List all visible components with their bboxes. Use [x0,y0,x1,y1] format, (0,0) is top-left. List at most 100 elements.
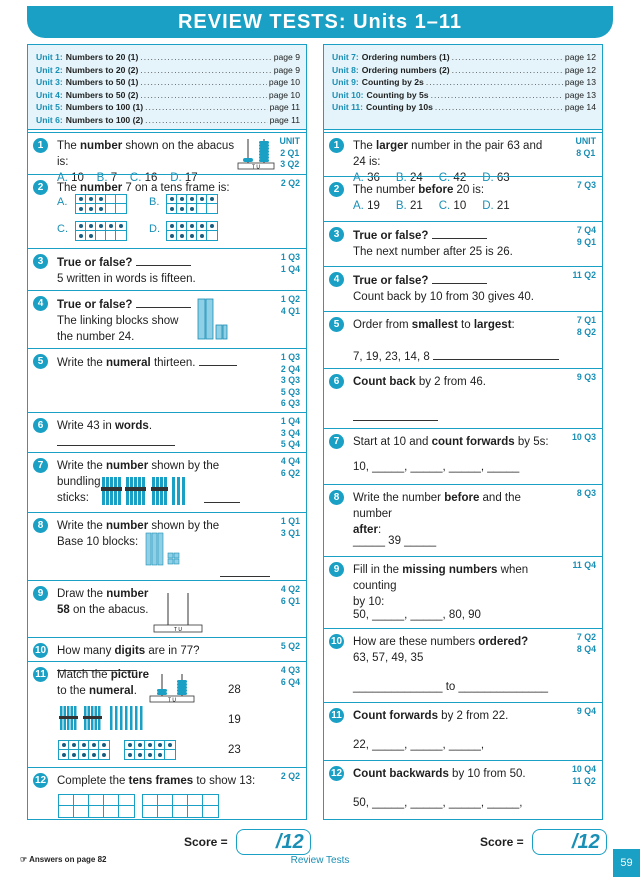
page-title: REVIEW TESTS: Units 1–11 [177,10,463,33]
toc-leader [140,64,271,77]
numeral-option[interactable]: 19 [228,714,241,726]
tens-frame-b[interactable] [166,194,218,214]
toc-name: Counting by 10s [366,102,433,112]
answer-blanks[interactable]: 50, _____, _____, 80, 90 [353,609,481,621]
toc-item[interactable]: Unit 11:Counting by 10s page 14 [332,101,596,114]
question-number: 7 [33,458,48,473]
question-7-right: 7 Start at 10 and count forwards by 5s: … [324,428,602,484]
option-value[interactable]: 10 [71,172,84,184]
answer-blanks[interactable]: 22, _____, _____, _____, [353,739,485,751]
unit-reference: 4 Q4 6 Q2 [280,456,300,478]
bundling-sticks-icon [59,706,143,730]
option-label[interactable]: A. [353,172,364,184]
unit-reference: 11 Q2 [572,270,596,280]
unit-reference: 8 Q3 [576,488,596,498]
toc-item[interactable]: Unit 6:Numbers to 100 (2) page 11 [36,114,300,127]
toc-page: page 11 [269,114,300,125]
question-number: 12 [329,766,344,781]
numeral-option[interactable]: 23 [228,744,241,756]
option-label[interactable]: D. [149,223,160,235]
toc-name: Ordering numbers (1) [361,52,450,62]
toc-leader [140,76,267,89]
unit-reference: 1 Q3 1 Q4 [280,252,300,274]
toc-item[interactable]: Unit 10:Counting by 5s page 13 [332,89,596,102]
toc-unit: Unit 7: [332,52,359,62]
question-8-left: 8 Write the number shown by the Base 10 b… [28,512,306,580]
toc-item[interactable]: Unit 7:Ordering numbers (1) page 12 [332,51,596,64]
toc-page: page 11 [269,102,300,112]
answer-line[interactable] [204,491,240,503]
unit-reference: 1 Q4 3 Q4 5 Q4 [280,416,300,449]
toc-page: page 10 [268,77,300,87]
question-number: 6 [33,418,48,433]
answer-blanks[interactable]: ______________ to ______________ [353,681,549,693]
answer-line[interactable] [353,409,438,421]
toc-item[interactable]: Unit 3:Numbers to 50 (1) page 10 [36,76,300,89]
option-label[interactable]: D. [170,172,182,184]
question-7-left: 7 Write the number shown by the bundling… [28,452,306,512]
toc-page: page 9 [273,64,300,75]
option-label[interactable]: B. [395,172,407,184]
title-bar: REVIEW TESTS: Units 1–11 [27,6,613,38]
question-number: 3 [33,254,48,269]
tens-frame-a[interactable] [75,194,127,214]
toc-item[interactable]: Unit 2:Numbers to 20 (2) page 9 [36,64,300,77]
empty-tens-frame[interactable] [58,794,135,818]
option-value[interactable]: 7 [110,172,118,184]
answer-line[interactable] [431,272,487,284]
answer-line[interactable] [431,227,487,239]
question-number: 10 [33,643,48,658]
question-11-right: 11 Count forwards by 2 from 22. 22, ____… [324,702,602,760]
toc-unit: Unit 3: [36,77,63,87]
score-right: Score = /12 [480,829,607,855]
toc-item[interactable]: Unit 5:Numbers to 100 (1) page 11 [36,101,300,114]
toc-item[interactable]: Unit 8:Ordering numbers (2) page 12 [332,64,596,77]
answer-line[interactable] [135,296,191,308]
toc-item[interactable]: Unit 1:Numbers to 20 (1) page 9 [36,51,300,64]
tens-frame-d[interactable] [166,221,218,241]
question-number: 12 [33,773,48,788]
answer-line[interactable] [57,659,137,671]
option-label[interactable]: D. [482,172,494,184]
question-number: 7 [329,434,344,449]
toc-unit: Unit 1: [36,52,63,62]
question-12-left: 12 Complete the tens frames to show 13: … [28,767,306,821]
option-label[interactable]: A. [57,196,68,208]
answer-blanks[interactable]: 50, _____, _____, _____, _____, [353,797,523,809]
option-label[interactable]: C. [57,223,68,235]
numeral-option[interactable]: 28 [228,684,241,696]
option-label[interactable]: B. [96,172,108,184]
toc-name: Counting by 5s [366,89,429,100]
option-value[interactable]: 17 [184,172,198,184]
question-keyword: number [80,140,123,152]
answer-line[interactable] [220,565,270,577]
question-number: 2 [33,180,48,195]
answer-line[interactable] [135,254,191,266]
toc-item[interactable]: Unit 4:Numbers to 50 (2) page 10 [36,89,300,102]
answer-blanks[interactable]: 10, _____, _____, _____, _____ [353,461,520,473]
answer-line[interactable] [432,348,559,360]
tens-frame-c[interactable] [75,221,127,241]
question-number: 10 [329,634,344,649]
toc-name: Numbers to 100 (1) [65,102,144,112]
option-value[interactable]: 16 [144,172,158,184]
option-label[interactable]: A. [57,172,68,184]
option-label[interactable]: C. [438,172,451,184]
toc-item[interactable]: Unit 9:Counting by 2s page 13 [332,76,596,89]
option-label[interactable]: C. [129,172,142,184]
answer-blanks[interactable]: _____ 39 _____ [353,535,437,547]
toc-page: page 9 [273,52,300,62]
toc-leader [452,64,563,77]
answer-line[interactable] [198,354,237,366]
option-label[interactable]: B. [149,196,160,208]
tens-frame [124,740,176,760]
score-box[interactable]: /12 [531,829,607,855]
empty-tens-frame[interactable] [142,794,219,818]
question-10-left: 10 How many digits are in 77? 5 Q2 [28,637,306,671]
empty-abacus-icon[interactable]: T U [150,591,206,635]
score-box[interactable]: /12 [235,829,311,855]
answer-line[interactable] [57,434,175,446]
toc-leader [140,89,267,102]
toc-page: page 13 [564,89,596,100]
